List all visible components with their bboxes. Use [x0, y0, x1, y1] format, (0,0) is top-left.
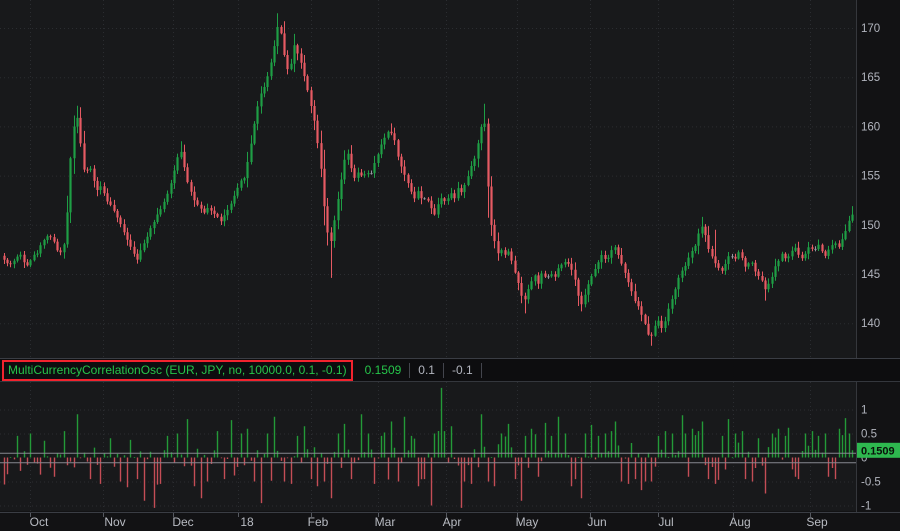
indicator-bar: MultiCurrencyCorrelationOsc (EUR, JPY, n…	[0, 358, 900, 382]
month-label: Apr	[443, 515, 462, 529]
osc-tick-label: -0.5	[861, 477, 881, 489]
price-tick-label: 145	[861, 269, 880, 281]
main-chart-plot[interactable]	[0, 0, 856, 358]
osc-tick-label: 0.5	[861, 429, 877, 441]
oscillator-bars-negative	[3, 457, 837, 508]
osc-tick-label: -1	[861, 501, 871, 513]
time-axis[interactable]	[0, 512, 900, 531]
price-tick-label: 165	[861, 72, 880, 84]
month-label: Feb	[308, 515, 329, 529]
price-tick-label: 150	[861, 220, 880, 232]
price-tick-label: 140	[861, 318, 880, 330]
price-tick-label: 155	[861, 171, 880, 183]
month-label: Jul	[658, 515, 673, 529]
osc-tick-label: 0	[861, 453, 867, 465]
osc-tick-label: 1	[861, 405, 867, 417]
month-label: Jun	[587, 515, 606, 529]
month-label: Dec	[172, 515, 193, 529]
month-label: Mar	[375, 515, 396, 529]
oscillator-bars-positive	[9, 387, 854, 459]
indicator-label-box[interactable]: MultiCurrencyCorrelationOsc (EUR, JPY, n…	[2, 359, 353, 381]
price-axis[interactable]	[857, 0, 900, 512]
indicator-label: MultiCurrencyCorrelationOsc (EUR, JPY, n…	[8, 362, 347, 377]
month-label: Oct	[30, 515, 49, 529]
month-label: 18	[240, 515, 254, 529]
price-tick-label: 160	[861, 121, 880, 133]
price-tick-label: 170	[861, 23, 880, 35]
month-label: Sep	[806, 515, 828, 529]
indicator-lower-level: -0.1	[444, 362, 482, 378]
month-label: Nov	[104, 515, 125, 529]
osc-value-badge-text: 0.1509	[861, 445, 895, 457]
indicator-upper-level: 0.1	[410, 362, 444, 378]
osc-value-badge	[857, 442, 900, 458]
month-label: Aug	[729, 515, 750, 529]
month-label: May	[516, 515, 539, 529]
indicator-current-value: 0.1509	[357, 362, 411, 378]
oscillator-plot[interactable]	[0, 382, 856, 511]
